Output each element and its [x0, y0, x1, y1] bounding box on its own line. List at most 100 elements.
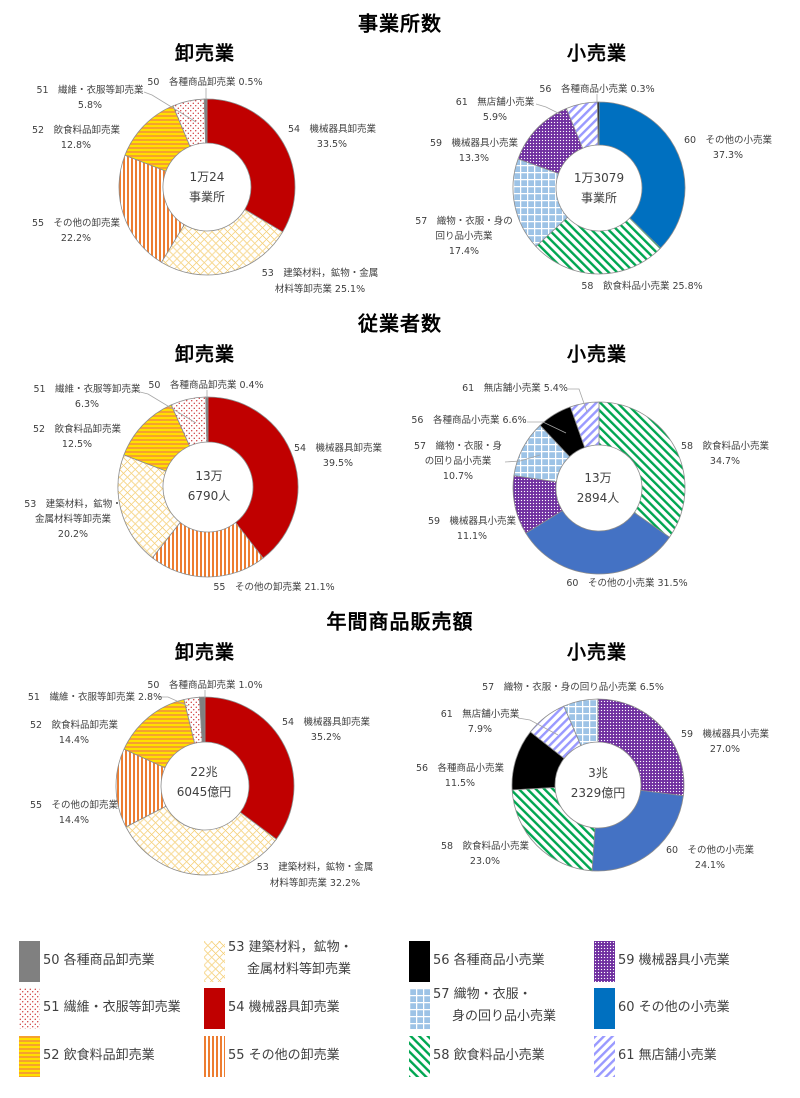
data-label-50: 50 各種商品卸売業 0.5% — [147, 77, 263, 88]
data-label-56: 56 各種商品小売業 0.3% — [539, 84, 655, 95]
legend-label-54: 54 機械器具卸売業 — [228, 1000, 340, 1015]
chart-title-wholesale: 卸売業 — [174, 42, 236, 65]
chart-title-retail: 小売業 — [566, 42, 628, 65]
slice-50 — [203, 98, 208, 144]
data-label-58: 58 飲食料品小売業 23.0% — [440, 841, 530, 867]
center-total-unit: 事業所 — [188, 190, 226, 204]
slice-58 — [598, 401, 686, 538]
data-label-51: 51 繊維・衣服等卸売業 5.8% — [36, 85, 144, 111]
data-label-54: 54 機械器具卸売業 33.5% — [287, 124, 377, 150]
legend-swatch-56 — [409, 941, 430, 982]
center-total-unit: 2329億円 — [570, 786, 626, 800]
donut-chart-retail-employees — [512, 401, 686, 575]
data-label-55: 55 その他の卸売業 22.2% — [31, 218, 121, 244]
center-total-value: 1万24 — [189, 170, 225, 184]
data-label-55: 55 その他の卸売業 21.1% — [213, 582, 335, 593]
data-label-53: 53 建築材料，鉱物・金属 材料等卸売業 25.1% — [261, 268, 379, 295]
data-label-55: 55 その他の卸売業 14.4% — [29, 800, 119, 826]
center-total-value: 13万 — [584, 471, 612, 485]
data-label-52: 52 飲食料品卸売業 12.8% — [31, 125, 121, 151]
data-label-57: 57 織物・衣服・身 の回り品小売業 10.7% — [413, 441, 503, 482]
chart-title-wholesale: 卸売業 — [174, 641, 236, 664]
center-total-unit: 6045億円 — [176, 785, 232, 799]
center-total-value: 3兆 — [588, 766, 608, 780]
slice-53 — [125, 805, 277, 876]
data-label-57: 57 織物・衣服・身の回り品小売業 6.5% — [482, 682, 664, 693]
center-total: 13万 2894人 — [577, 468, 620, 508]
legend-label-60: 60 その他の小売業 — [618, 1000, 730, 1015]
data-label-59: 59 機械器具小売業 27.0% — [680, 729, 770, 755]
legend-label-52: 52 飲食料品卸売業 — [43, 1048, 155, 1063]
data-label-56: 56 各種商品小売業 6.6% — [411, 415, 527, 426]
data-label-58: 58 飲食料品小売業 25.8% — [581, 281, 703, 292]
legend-swatch-50 — [19, 941, 40, 982]
legend-label-57: 57 織物・衣服・ 身の回り品小売業 — [433, 987, 557, 1024]
chart-title-retail: 小売業 — [566, 641, 628, 664]
data-label-61: 61 無店舗小売業 7.9% — [440, 709, 520, 735]
center-total: 1万3079 事業所 — [574, 168, 624, 208]
slice-60 — [591, 789, 684, 872]
legend-swatch-51 — [19, 988, 40, 1029]
legend-label-61: 61 無店舗小売業 — [618, 1048, 717, 1063]
legend-label-56: 56 各種商品小売業 — [433, 953, 545, 968]
donut-chart-retail-establishments — [512, 101, 686, 275]
slice-54 — [207, 396, 299, 559]
legend-swatch-60 — [594, 988, 615, 1029]
center-total-unit: 2894人 — [576, 491, 620, 505]
center-total-unit: 6790人 — [187, 489, 231, 503]
donut-chart-wholesale-establishments — [118, 98, 296, 276]
legend-label-59: 59 機械器具小売業 — [618, 953, 730, 968]
slice-54 — [206, 98, 296, 233]
slice-58 — [535, 216, 662, 275]
slice-60 — [598, 101, 686, 249]
slice-54 — [204, 696, 295, 840]
donut-chart-retail-sales — [511, 698, 685, 872]
data-label-56: 56 各種商品小売業 11.5% — [415, 763, 505, 789]
data-label-59: 59 機械器具小売業 13.3% — [429, 138, 519, 164]
data-label-53: 53 建築材料，鉱物・金属 材料等卸売業 32.2% — [256, 862, 374, 889]
data-label-59: 59 機械器具小売業 11.1% — [427, 516, 517, 542]
legend-swatch-61 — [594, 1036, 615, 1077]
data-label-51: 51 繊維・衣服等卸売業 2.8% — [27, 692, 163, 703]
legend-swatch-59 — [594, 941, 615, 982]
legend-label-58: 58 飲食料品小売業 — [433, 1048, 545, 1063]
slice-58 — [511, 787, 596, 872]
slice-53 — [160, 208, 284, 276]
data-label-61: 61 無店舗小売業 5.4% — [462, 383, 568, 394]
data-label-60: 60 その他の小売業 31.5% — [566, 578, 688, 589]
legend-swatch-58 — [409, 1036, 430, 1077]
center-total-value: 22兆 — [190, 765, 218, 779]
slice-50 — [198, 696, 206, 743]
slice-60 — [525, 510, 671, 575]
data-label-50: 50 各種商品卸売業 0.4% — [148, 380, 264, 391]
center-total: 22兆 6045億円 — [177, 762, 232, 802]
center-total-value: 13万 — [195, 469, 223, 483]
data-label-52: 52 飲食料品卸売業 12.5% — [32, 424, 122, 450]
section-title-employees: 従業者数 — [358, 311, 442, 336]
legend-swatch-55 — [204, 1036, 225, 1077]
slice-59 — [597, 698, 685, 797]
slice-57 — [563, 698, 599, 747]
legend-label-50: 50 各種商品卸売業 — [43, 953, 155, 968]
data-label-60: 60 その他の小売業 37.3% — [683, 135, 773, 161]
data-label-50: 50 各種商品卸売業 1.0% — [147, 680, 263, 691]
section-title-establishments: 事業所数 — [358, 11, 442, 36]
center-total: 1万24 事業所 — [189, 167, 225, 207]
data-label-52: 52 飲食料品卸売業 14.4% — [29, 720, 119, 746]
chart-title-retail: 小売業 — [566, 343, 628, 366]
legend-label-55: 55 その他の卸売業 — [228, 1048, 340, 1063]
data-label-54: 54 機械器具卸売業 39.5% — [293, 443, 383, 469]
chart-title-wholesale: 卸売業 — [174, 343, 236, 366]
slice-55 — [151, 521, 264, 578]
center-total: 3兆 2329億円 — [571, 763, 626, 803]
data-label-54: 54 機械器具卸売業 35.2% — [281, 717, 371, 743]
legend-label-53: 53 建築材料，鉱物・ 金属材料等卸売業 — [228, 940, 353, 977]
center-total: 13万 6790人 — [188, 466, 231, 506]
data-label-58: 58 飲食料品小売業 34.7% — [680, 441, 770, 467]
data-label-53: 53 建築材料，鉱物・ 金属材料等卸売業 20.2% — [24, 499, 122, 540]
legend-swatch-54 — [204, 988, 225, 1029]
center-total-value: 1万3079 — [573, 171, 625, 185]
donut-chart-wholesale-sales — [115, 696, 295, 876]
center-total-unit: 事業所 — [580, 191, 617, 205]
section-title-annual-sales: 年間商品販売額 — [326, 609, 474, 634]
